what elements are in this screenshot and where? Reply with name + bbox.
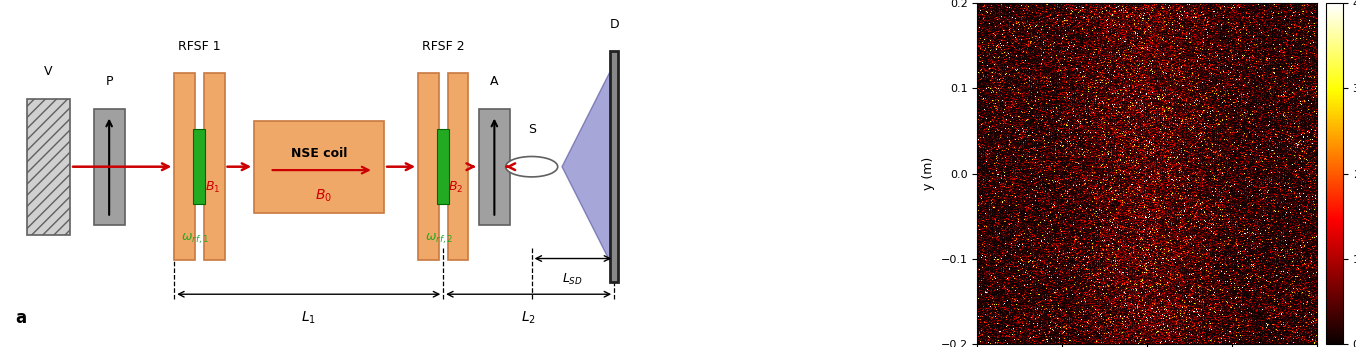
Bar [610,51,618,282]
Text: $\omega_{rf,2}$: $\omega_{rf,2}$ [424,231,453,246]
Text: $L_2$: $L_2$ [521,310,536,326]
Polygon shape [561,71,610,262]
Bar [94,109,125,225]
Text: a: a [15,308,27,327]
Bar [174,73,195,260]
Text: $B_2$: $B_2$ [449,180,464,195]
Text: S: S [527,123,536,136]
Bar [447,73,468,260]
Circle shape [506,156,557,177]
Text: RFSF 1: RFSF 1 [178,40,221,53]
Text: V: V [45,65,53,78]
Bar [27,99,71,235]
Bar [203,73,225,260]
Text: $\omega_{rf,1}$: $\omega_{rf,1}$ [180,231,209,246]
Bar [418,73,439,260]
Text: $B_1$: $B_1$ [205,180,220,195]
Text: $L_1$: $L_1$ [301,310,316,326]
Y-axis label: y (m): y (m) [922,157,936,190]
Text: NSE coil: NSE coil [292,146,347,160]
Bar [479,109,510,225]
Bar [194,129,206,204]
Text: D: D [609,18,618,31]
Text: RFSF 2: RFSF 2 [422,40,465,53]
Text: A: A [490,76,499,88]
Text: $B_0$: $B_0$ [315,187,332,203]
Text: $L_{SD}$: $L_{SD}$ [563,272,583,287]
Bar [254,121,384,213]
Text: P: P [106,76,113,88]
Bar [437,129,449,204]
